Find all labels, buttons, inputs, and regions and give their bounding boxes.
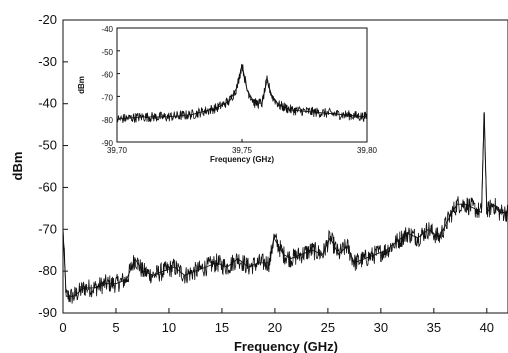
inset-plot-background (117, 28, 367, 142)
x-tick-label: 40 (480, 320, 494, 335)
y-tick-label: -60 (38, 179, 57, 194)
x-tick-label: 39,80 (357, 146, 378, 155)
x-tick-label: 10 (162, 320, 176, 335)
x-tick-label: 5 (112, 320, 119, 335)
main-axis-ticks: -20-30-40-50-60-70-80-900 5 10 15 20 25 30 35 40 (38, 12, 494, 335)
y-tick-label: -30 (38, 54, 57, 69)
y-tick-label: -40 (101, 25, 113, 34)
spectrum-envelope (116, 64, 368, 120)
y-tick-label: -90 (38, 305, 57, 320)
x-tick-label: 25 (321, 320, 335, 335)
inset-x-axis-label: Frequency (GHz) (210, 155, 274, 164)
spectrum-trace (62, 112, 508, 304)
y-tick-label: -90 (101, 139, 113, 148)
main-plot-frame (62, 19, 508, 314)
y-tick-label: -50 (38, 138, 57, 153)
main-x-axis-label: Frequency (GHz) (234, 339, 338, 353)
y-tick-label: -60 (101, 71, 113, 80)
y-tick-label: -70 (101, 93, 113, 102)
y-tick-label: -80 (101, 116, 113, 125)
inset-series-group (116, 63, 368, 124)
x-tick-label: 15 (215, 320, 229, 335)
y-tick-label: -50 (101, 48, 113, 57)
y-tick-label: -70 (38, 221, 57, 236)
spectrum-envelope (62, 112, 508, 297)
main-y-axis-label: dBm (10, 152, 25, 181)
x-tick-label: 39,75 (232, 146, 253, 155)
x-tick-label: 0 (59, 320, 66, 335)
inset-y-axis-label: dBm (77, 76, 86, 94)
x-tick-label: 30 (374, 320, 388, 335)
main-series-group (62, 112, 508, 304)
x-tick-label: 35 (427, 320, 441, 335)
x-tick-label: 20 (268, 320, 282, 335)
y-tick-label: -20 (38, 12, 57, 27)
y-tick-label: -80 (38, 263, 57, 278)
y-tick-label: -40 (38, 96, 57, 111)
x-tick-label: 39,70 (107, 146, 128, 155)
